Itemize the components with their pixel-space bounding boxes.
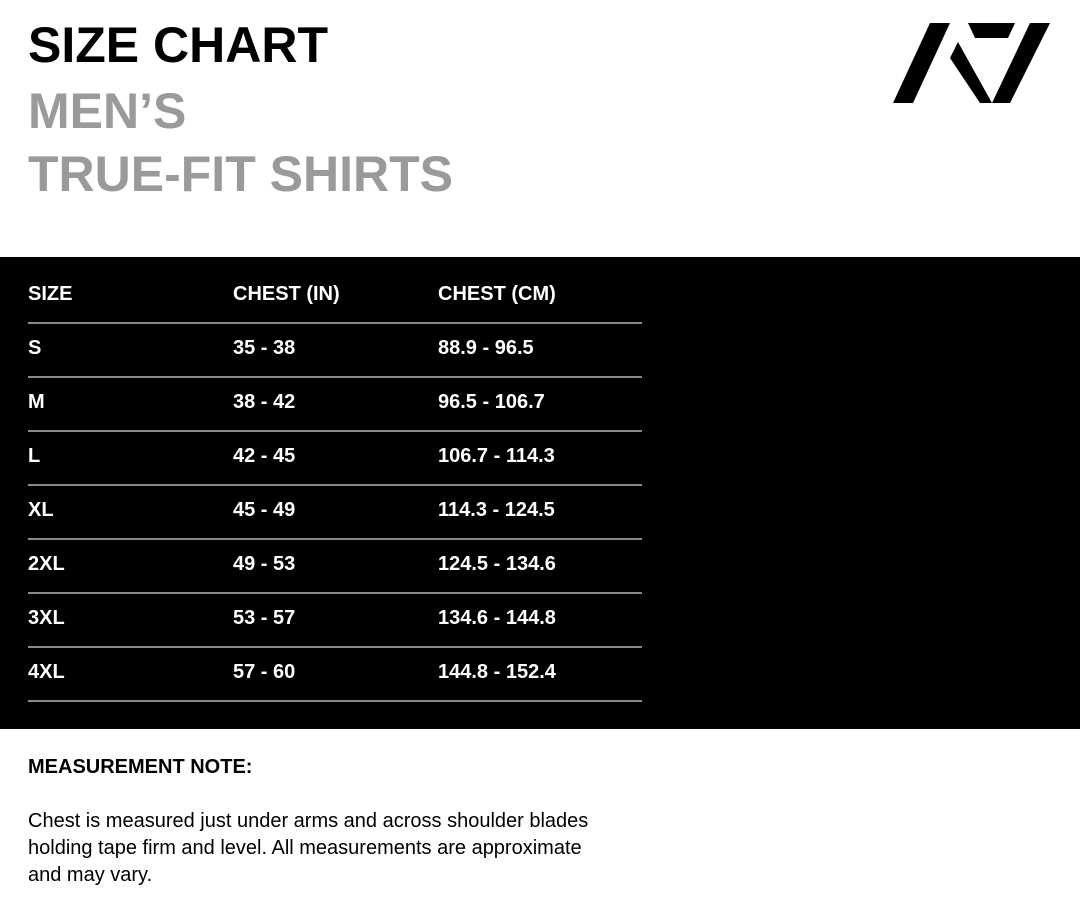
subtitle-gender: MEN’S [28,83,187,139]
table-row: L 42 - 45 106.7 - 114.3 [28,430,642,486]
table-cell: 134.6 - 144.8 [438,607,556,629]
table-cell: 3XL [28,607,65,629]
page-title: SIZE CHART [28,17,328,73]
column-header: CHEST (IN) [233,283,340,305]
table-cell: XL [28,499,54,521]
note-line: holding tape firm and level. All measure… [28,837,582,859]
note-line: and may vary. [28,864,153,886]
note-line: Chest is measured just under arms and ac… [28,810,589,832]
table-row: M 38 - 42 96.5 - 106.7 [28,376,642,432]
table-header-row: SIZE CHEST (IN) CHEST (CM) [28,268,642,324]
table-cell: 45 - 49 [233,499,296,521]
table-cell: S [28,337,42,359]
table-cell: 124.5 - 134.6 [438,553,556,575]
table-row: XL 45 - 49 114.3 - 124.5 [28,484,642,540]
table-cell: 114.3 - 124.5 [438,499,555,521]
table-row: 3XL 53 - 57 134.6 - 144.8 [28,592,642,648]
table-row: 2XL 49 - 53 124.5 - 134.6 [28,538,642,594]
table-cell: 57 - 60 [233,661,296,683]
measurement-note-heading: MEASUREMENT NOTE: [28,756,253,778]
size-table [0,257,1080,729]
table-cell: 42 - 45 [233,445,296,467]
table-cell: 38 - 42 [233,391,296,413]
table-cell: 2XL [28,553,65,575]
measurement-note-text: Chest is measured just under arms and ac… [28,808,688,889]
column-header: SIZE [28,283,73,305]
table-cell: 106.7 - 114.3 [438,445,555,467]
table-cell: L [28,445,41,467]
table-cell: 35 - 38 [233,337,296,359]
table-cell: 4XL [28,661,65,683]
table-cell: 49 - 53 [233,553,296,575]
table-cell: 53 - 57 [233,607,296,629]
table-cell: 144.8 - 152.4 [438,661,556,683]
table-row: 4XL 57 - 60 144.8 - 152.4 [28,646,642,702]
a7-logo-icon [893,23,1050,103]
subtitle-product: TRUE-FIT SHIRTS [28,146,453,202]
table-cell: 88.9 - 96.5 [438,337,534,359]
table-cell: M [28,391,45,413]
table-row: S 35 - 38 88.9 - 96.5 [28,322,642,378]
table-cell: 96.5 - 106.7 [438,391,545,413]
column-header: CHEST (CM) [438,283,556,305]
